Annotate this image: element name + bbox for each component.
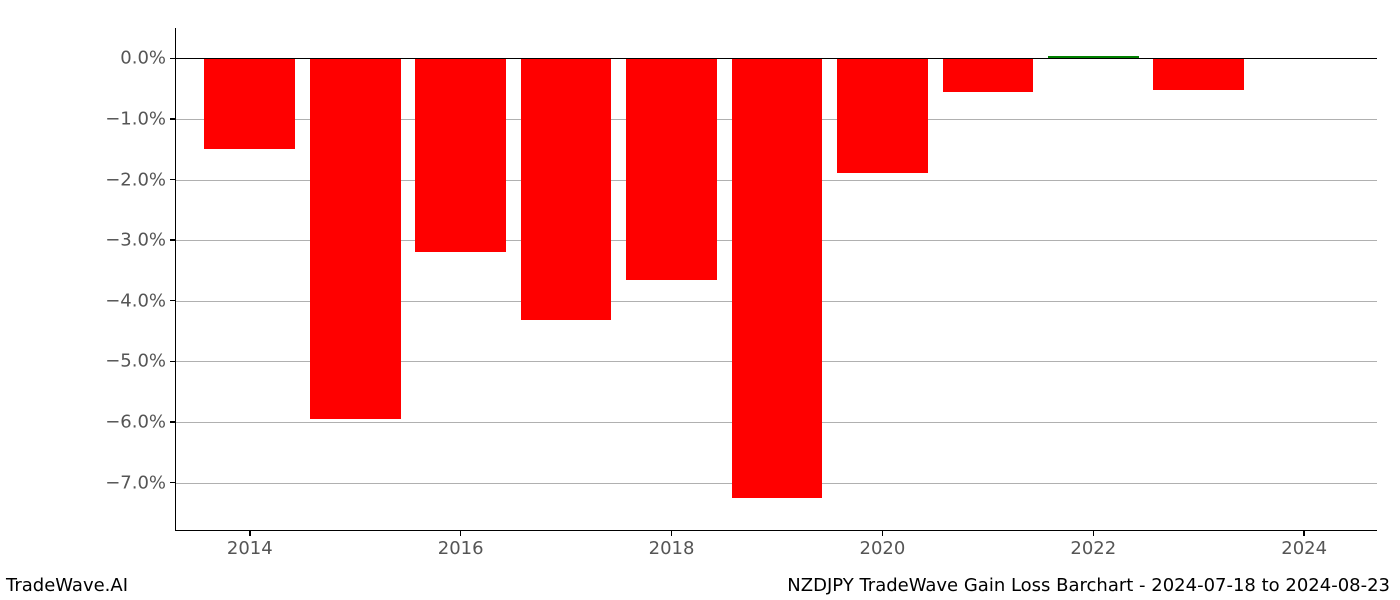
y-tick-label: −7.0% xyxy=(105,472,176,493)
zero-line xyxy=(176,58,1377,60)
x-tick-label: 2016 xyxy=(438,530,484,559)
bar xyxy=(521,58,612,320)
x-tick-label: 2014 xyxy=(227,530,273,559)
y-tick-label: −4.0% xyxy=(105,290,176,311)
footer-left-brand: TradeWave.AI xyxy=(6,575,128,596)
y-tick-label: −1.0% xyxy=(105,108,176,129)
plot-area: 0.0%−1.0%−2.0%−3.0%−4.0%−5.0%−6.0%−7.0%2… xyxy=(175,28,1377,531)
y-tick-label: −2.0% xyxy=(105,169,176,190)
bar xyxy=(204,58,295,149)
bar xyxy=(943,58,1034,91)
bar xyxy=(837,58,928,173)
x-tick-label: 2020 xyxy=(860,530,906,559)
bar xyxy=(1153,58,1244,90)
y-tick-label: −6.0% xyxy=(105,411,176,432)
bar xyxy=(415,58,506,252)
y-tick-label: 0.0% xyxy=(120,48,176,69)
chart-container: 0.0% −1.0% −2.0% −3.0% −4.0% −5.0% −6.0% −7.0% 2… xyxy=(0,0,1400,600)
bar xyxy=(626,58,717,280)
x-tick-label: 2024 xyxy=(1281,530,1327,559)
bar xyxy=(732,58,823,497)
y-tick-label: −3.0% xyxy=(105,230,176,251)
x-tick-label: 2018 xyxy=(649,530,695,559)
x-tick-label: 2022 xyxy=(1070,530,1116,559)
footer-right-caption: NZDJPY TradeWave Gain Loss Barchart - 20… xyxy=(787,575,1390,596)
y-tick-label: −5.0% xyxy=(105,351,176,372)
bar xyxy=(310,58,401,419)
